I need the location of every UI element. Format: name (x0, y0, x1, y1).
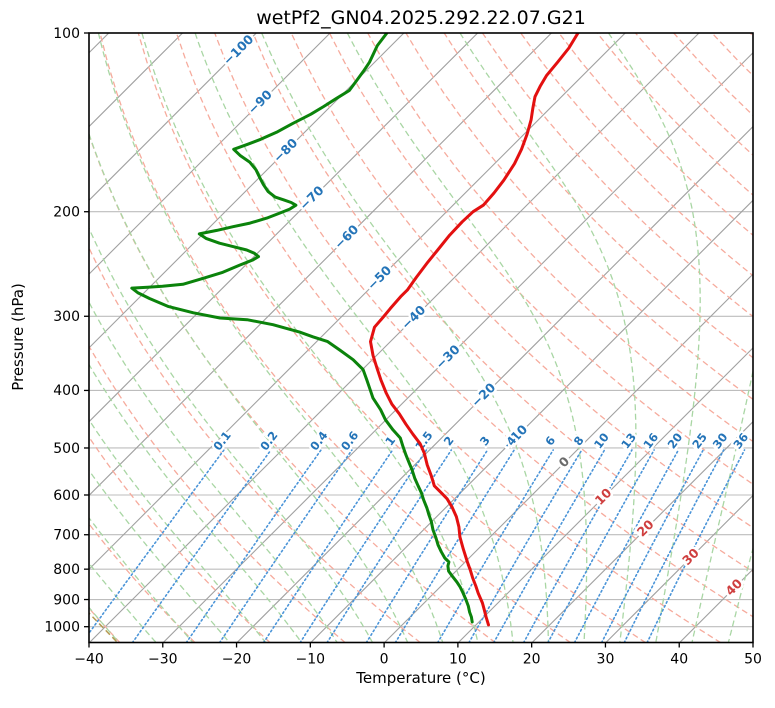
mixing-ratio-label: 3 (477, 433, 493, 448)
isotherm-label: −50 (364, 262, 395, 293)
isotherm-label: −60 (331, 221, 362, 252)
x-tick-label: −30 (148, 652, 178, 668)
x-axis-label: Temperature (°C) (356, 669, 486, 687)
isotherm-label: 0 (556, 453, 573, 470)
x-tick-label: 0 (380, 652, 389, 668)
moist-adiabat-lines (89, 33, 753, 643)
chart-title: wetPf2_GN04.2025.292.22.07.G21 (256, 7, 586, 29)
isotherm-label: −40 (398, 302, 429, 333)
isotherm-label: −30 (432, 341, 463, 372)
x-tick-label: 30 (597, 652, 615, 668)
pressure-gridlines (89, 33, 753, 628)
y-tick-label: 200 (53, 205, 80, 221)
isotherm-label: 40 (722, 575, 745, 598)
y-tick-label: 500 (53, 441, 80, 457)
mixing-ratio-label: 0.4 (307, 429, 330, 454)
y-tick-label: 600 (53, 488, 80, 504)
isotherm-label: 30 (679, 545, 702, 568)
dry-adiabat-lines (89, 33, 753, 643)
x-axis-ticks: −40 −30 −20 −10 0 10 20 30 40 50 (74, 642, 762, 668)
mixing-ratio-label: 2 (441, 433, 457, 448)
y-tick-label: 700 (53, 528, 80, 544)
mixing-ratio-label: 0.1 (210, 429, 233, 454)
mixing-ratio-label: 0.2 (257, 429, 280, 454)
y-tick-label: 100 (53, 26, 80, 42)
temperature-curve (369, 33, 580, 627)
isotherm-label: −70 (296, 182, 327, 213)
mixing-ratio-label: 0.6 (338, 429, 361, 454)
isotherm-label: −100 (220, 31, 257, 68)
x-tick-label: −40 (74, 652, 104, 668)
y-tick-label: 1000 (44, 620, 80, 636)
mixing-ratio-label: 1 (382, 433, 398, 448)
x-tick-label: 20 (523, 652, 541, 668)
y-axis-label: Pressure (hPa) (9, 283, 27, 391)
mixing-ratio-label: 6 (542, 433, 558, 448)
x-tick-label: −20 (222, 652, 252, 668)
y-tick-label: 300 (53, 309, 80, 325)
isotherm-label: 20 (634, 516, 657, 539)
x-tick-label: 50 (744, 652, 762, 668)
isotherm-lines (89, 33, 753, 643)
x-tick-label: 10 (449, 652, 467, 668)
mixing-ratio-lines (89, 449, 746, 643)
x-tick-label: −10 (296, 652, 326, 668)
dewpoint-curve (130, 33, 474, 624)
axis-spines (88, 32, 754, 644)
y-tick-label: 400 (53, 383, 80, 399)
y-tick-label: 800 (53, 562, 80, 578)
mixing-ratio-label: 8 (571, 433, 587, 448)
y-axis-ticks: 100 200 300 400 500 600 700 800 900 1000 (44, 26, 89, 636)
y-tick-label: 900 (53, 592, 80, 608)
isotherm-label: 10 (592, 485, 615, 508)
x-tick-label: 40 (670, 652, 688, 668)
